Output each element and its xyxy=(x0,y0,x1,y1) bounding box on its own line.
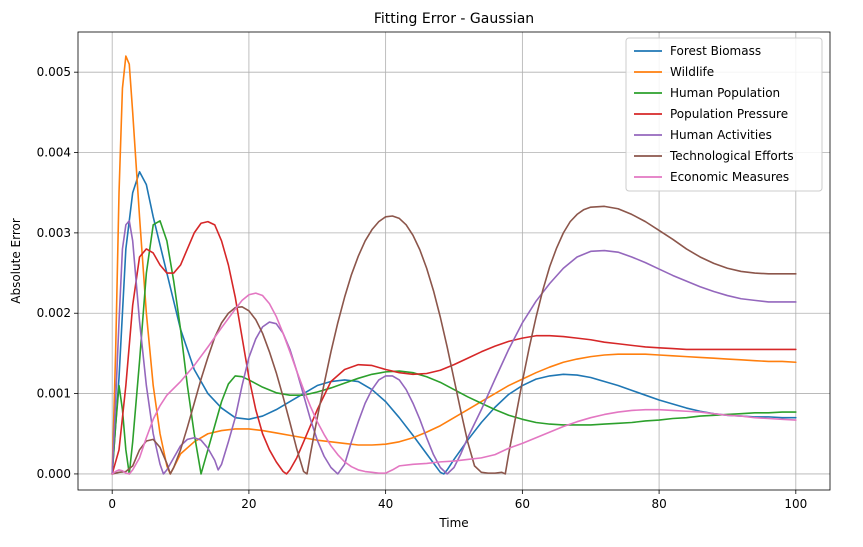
series-line-2 xyxy=(111,220,797,475)
y-tick-label: 0.001 xyxy=(37,387,71,401)
legend-box xyxy=(625,37,823,192)
x-tick-label: 40 xyxy=(378,497,393,511)
series-line-4 xyxy=(111,220,797,475)
series-line-5 xyxy=(111,205,797,475)
x-tick-label: 100 xyxy=(784,497,807,511)
x-axis-ticks: 0 20 40 60 80 100 xyxy=(108,490,807,511)
x-tick-label: 60 xyxy=(515,497,530,511)
legend-label: Human Population xyxy=(670,86,780,100)
y-axis-title: Absolute Error xyxy=(9,218,23,304)
series-line-3 xyxy=(111,220,797,475)
legend-label: Human Activities xyxy=(670,128,772,142)
legend-label: Population Pressure xyxy=(670,107,788,121)
y-tick-label: 0.003 xyxy=(37,226,71,240)
x-tick-label: 20 xyxy=(241,497,256,511)
y-axis-ticks: 0.000 0.001 0.002 0.003 0.004 0.005 xyxy=(37,65,78,481)
legend-label: Forest Biomass xyxy=(670,44,761,58)
legend-label: Technological Efforts xyxy=(669,149,794,163)
legend: Forest Biomass Wildlife Human Population Po… xyxy=(625,37,823,192)
series-line-6 xyxy=(111,292,797,475)
legend-label: Economic Measures xyxy=(670,170,789,184)
x-axis-title: Time xyxy=(438,516,468,530)
legend-label: Wildlife xyxy=(670,65,714,79)
x-tick-label: 0 xyxy=(108,497,116,511)
series-line-1 xyxy=(111,55,797,475)
y-tick-label: 0.005 xyxy=(37,65,71,79)
series-lines xyxy=(111,55,797,475)
x-tick-label: 80 xyxy=(651,497,666,511)
series-line-0 xyxy=(111,171,797,475)
plot-frame xyxy=(77,31,831,491)
chart-title: Fitting Error - Gaussian xyxy=(374,11,534,27)
y-tick-label: 0.000 xyxy=(37,467,71,481)
y-tick-label: 0.004 xyxy=(37,146,71,160)
y-tick-label: 0.002 xyxy=(37,306,71,320)
